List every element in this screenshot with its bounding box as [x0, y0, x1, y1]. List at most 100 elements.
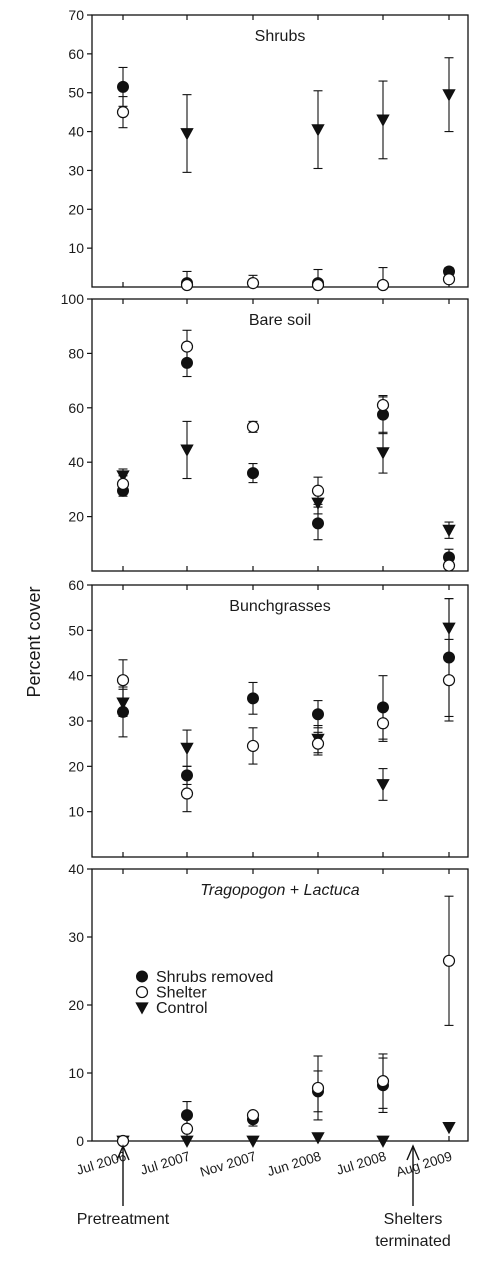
y-tick-label: 40	[68, 124, 84, 140]
data-point	[180, 1122, 194, 1135]
series-group	[116, 329, 456, 572]
y-tick-label: 50	[68, 622, 84, 638]
data-point	[116, 106, 130, 119]
data-point	[180, 742, 194, 756]
data-point	[376, 1075, 390, 1088]
annotation-text: terminated	[375, 1233, 451, 1250]
annotation-text: Pretreatment	[77, 1211, 170, 1228]
panel-3: 10 20 30 40 50 60 Bunchgrasses	[68, 577, 469, 858]
y-tick-label: 80	[68, 345, 84, 361]
data-point	[376, 398, 390, 412]
y-tick-label: 50	[68, 85, 84, 101]
y-tick-label: 100	[61, 291, 85, 307]
y-tick-label: 40	[68, 454, 84, 470]
panel-title: Bunchgrasses	[229, 598, 330, 615]
y-tick-label: 0	[76, 1133, 84, 1149]
series-group	[116, 57, 456, 292]
series-shrubs-removed	[117, 598, 455, 786]
y-tick-label: 30	[68, 162, 84, 178]
y-tick-label: 20	[68, 997, 84, 1013]
data-point	[442, 954, 456, 967]
legend-marker	[136, 970, 148, 983]
y-tick-label: 30	[68, 713, 84, 729]
panel-4: 0 10 20 30 40 Tragopogon + Lactuca	[68, 861, 469, 1149]
data-point	[376, 278, 390, 292]
data-point	[311, 1132, 325, 1145]
y-tick-label: 60	[68, 577, 84, 593]
panel-title: Bare soil	[249, 312, 311, 329]
y-tick-label: 10	[68, 1065, 84, 1081]
annotation-text: Shelters	[384, 1211, 443, 1228]
y-tick-label: 40	[68, 861, 84, 877]
legend-item-control: Control	[135, 1000, 208, 1017]
data-point	[180, 128, 194, 141]
data-point	[246, 1135, 260, 1148]
panel-title: Shrubs	[255, 28, 306, 45]
data-point	[311, 484, 325, 497]
series-shelter	[116, 329, 456, 572]
data-point	[311, 1081, 325, 1095]
data-point	[180, 278, 194, 292]
data-point	[180, 787, 194, 800]
y-tick-label: 10	[68, 804, 84, 820]
panel-title-part: Lactuca	[304, 882, 360, 899]
series-group	[116, 895, 456, 1148]
series-shrubs-removed	[117, 66, 455, 292]
y-tick-label: 20	[68, 509, 84, 525]
y-tick-label: 30	[68, 929, 84, 945]
data-point	[442, 674, 456, 687]
legend-label: Shrubs removed	[156, 969, 273, 986]
annotation-shelters-terminated: Shelters terminated	[375, 1144, 451, 1250]
y-tick-label: 60	[68, 46, 84, 62]
series-shelter	[116, 638, 456, 813]
series-control	[116, 598, 456, 801]
x-tick-label: Jul 2007	[139, 1149, 192, 1178]
data-point	[376, 779, 390, 792]
panel-title: Tragopogon + Lactuca	[200, 882, 359, 899]
y-tick-label: 20	[68, 758, 84, 774]
panel-1: 10 20 30 40 50 60 70 Shrubs	[68, 7, 469, 292]
legend-label: Shelter	[156, 985, 207, 1002]
y-tick-label: 40	[68, 668, 84, 684]
data-point	[247, 692, 259, 705]
annotation-arrow-head	[406, 1144, 420, 1161]
legend-marker	[135, 1002, 149, 1015]
data-point	[246, 277, 260, 290]
data-point	[180, 444, 194, 457]
data-point	[442, 89, 456, 102]
x-tick-label: Jun 2008	[265, 1149, 323, 1180]
data-point	[376, 447, 390, 460]
data-point	[116, 477, 130, 491]
data-point	[246, 1109, 260, 1122]
data-point	[376, 114, 390, 127]
panel-title-part: Tragopogon	[200, 882, 285, 899]
x-axis: Jul 2006 Jul 2007 Nov 2007 Jun 2008 Jul 2008…	[75, 1149, 454, 1180]
data-point	[311, 737, 325, 750]
legend-marker	[135, 985, 149, 999]
data-point	[442, 559, 456, 572]
data-point	[117, 705, 129, 718]
annotation-pretreatment: Pretreatment	[77, 1144, 170, 1228]
data-point	[442, 524, 456, 538]
legend-item-shrubs-removed: Shrubs removed	[136, 969, 273, 986]
series-control	[116, 420, 456, 539]
data-point	[312, 517, 324, 530]
data-point	[311, 124, 325, 137]
panel-frame	[91, 868, 469, 1142]
panel-frame	[91, 584, 469, 858]
data-point	[180, 340, 194, 353]
series-shrubs-removed	[117, 348, 455, 567]
x-tick-label: Jul 2008	[335, 1149, 388, 1178]
series-shelter	[116, 895, 456, 1148]
legend-label: Control	[156, 1000, 208, 1017]
panel-title-part: +	[285, 882, 303, 899]
x-tick-label: Aug 2009	[394, 1149, 454, 1180]
series-control	[180, 57, 456, 173]
data-point	[442, 1122, 456, 1135]
annotation-arrow-head	[116, 1144, 130, 1161]
legend-item-shelter: Shelter	[135, 985, 207, 1002]
y-tick-label: 60	[68, 400, 84, 416]
